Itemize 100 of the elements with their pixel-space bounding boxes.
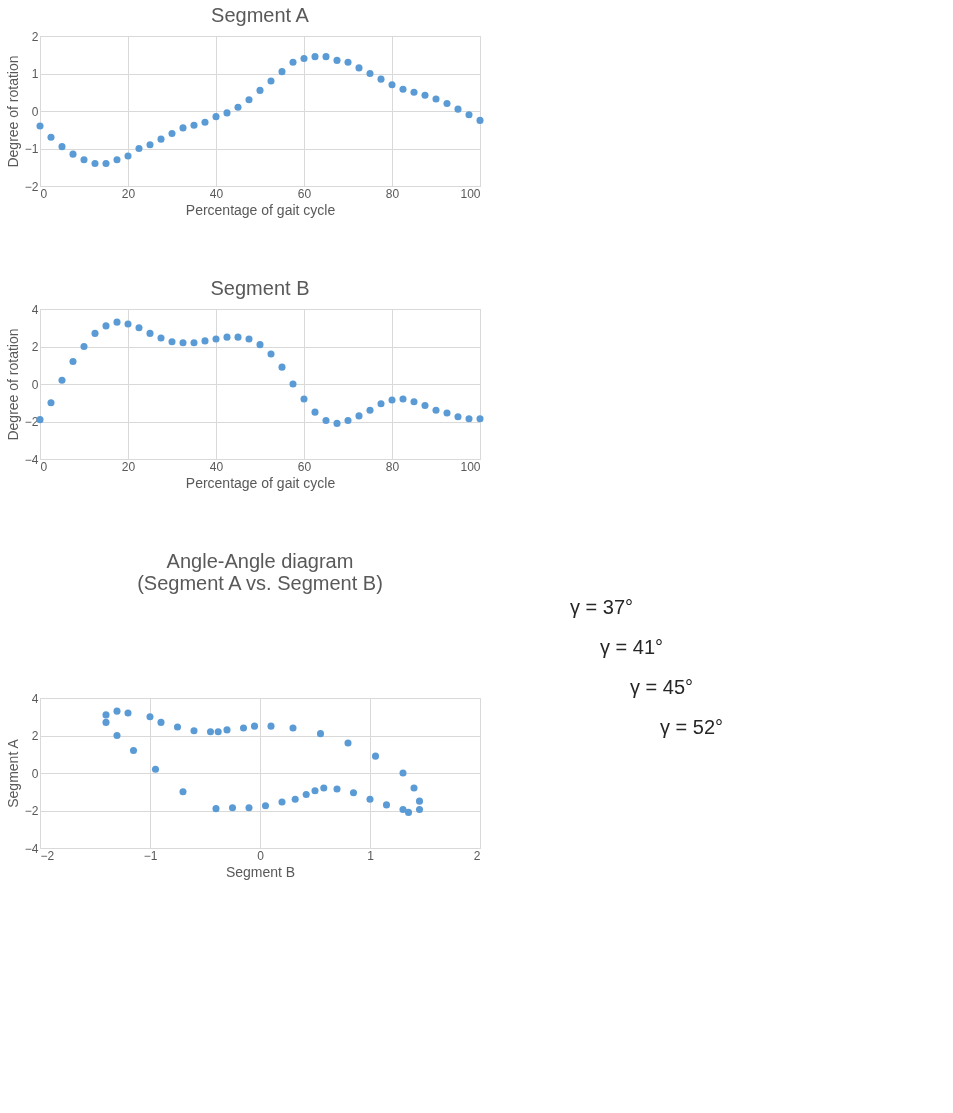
point: [113, 707, 121, 715]
point: [316, 730, 325, 738]
point: [410, 784, 418, 792]
point: [190, 339, 198, 347]
point: [322, 417, 330, 425]
point: [261, 802, 270, 810]
point: [311, 787, 319, 795]
x-tick-label: 60: [297, 459, 312, 474]
point: [388, 396, 396, 404]
point: [320, 784, 328, 792]
point: [311, 53, 319, 61]
y-tick-label: 2: [31, 729, 39, 743]
point: [404, 808, 413, 816]
point: [245, 96, 253, 104]
point: [344, 58, 352, 66]
point: [291, 795, 299, 803]
x-axis-title: Percentage of gait cycle: [185, 474, 336, 491]
y-tick-label: 0: [31, 766, 39, 781]
point: [267, 722, 275, 730]
point: [377, 400, 385, 408]
point: [69, 357, 77, 366]
point: [129, 746, 138, 755]
point: [256, 341, 264, 349]
point: [421, 91, 429, 99]
point: [228, 804, 237, 812]
point: [173, 723, 182, 731]
point: [250, 722, 259, 730]
point: [415, 806, 424, 814]
point: [124, 709, 132, 717]
point: [476, 116, 484, 124]
point: [289, 724, 297, 732]
point: [102, 718, 110, 726]
point: [223, 109, 231, 117]
point: [179, 788, 187, 796]
point: [245, 335, 253, 343]
point: [206, 728, 215, 736]
point: [443, 99, 451, 108]
point: [399, 806, 407, 814]
point: [179, 124, 187, 132]
point: [388, 81, 396, 89]
chart-title: Segment A: [211, 4, 310, 26]
x-axis-title: Segment B: [225, 863, 296, 880]
y-axis-title: Segment A: [4, 738, 21, 808]
text: γ = 37°: [570, 596, 634, 618]
point: [289, 58, 297, 66]
point: [432, 406, 440, 414]
point: [58, 143, 66, 151]
point: [146, 713, 154, 721]
point: [399, 85, 407, 93]
point: [311, 408, 319, 416]
point: [300, 395, 308, 403]
point: [135, 144, 143, 153]
point: [47, 133, 55, 141]
point: [36, 122, 44, 130]
point: [102, 322, 110, 330]
point: [454, 105, 462, 113]
point: [212, 805, 220, 813]
point: [69, 150, 77, 158]
x-tick-label: 2: [473, 848, 481, 863]
point: [212, 113, 220, 121]
y-tick-label: 0: [31, 377, 39, 392]
point: [382, 801, 391, 809]
x-tick-label: 80: [385, 186, 400, 201]
x-tick-label: 80: [385, 459, 400, 474]
point: [234, 103, 242, 111]
point: [124, 152, 132, 160]
point: [135, 324, 143, 332]
point: [80, 156, 88, 164]
point: [476, 415, 484, 423]
point: [355, 64, 363, 72]
point: [47, 399, 55, 407]
text: γ = 52°: [660, 716, 724, 738]
point: [201, 337, 209, 345]
x-tick-label: 20: [121, 459, 136, 474]
point: [415, 797, 424, 805]
x-tick-label: 1: [367, 848, 375, 863]
point: [399, 395, 407, 403]
y-axis-title: Degree of rotation: [4, 55, 21, 168]
point: [190, 727, 198, 735]
point: [146, 329, 154, 337]
x-tick-label: 40: [209, 459, 224, 474]
y-tick-label: 2: [31, 340, 39, 354]
point: [245, 804, 253, 812]
y-tick-label: 2: [31, 29, 39, 44]
point: [113, 156, 121, 164]
point: [80, 342, 88, 351]
point: [454, 413, 462, 421]
point: [168, 338, 176, 346]
point: [113, 318, 121, 326]
point: [344, 417, 352, 425]
point: [300, 54, 308, 63]
point: [91, 159, 99, 168]
y-tick-label: 4: [31, 302, 39, 317]
text: γ = 41°: [600, 636, 664, 658]
point: [223, 726, 231, 734]
point: [302, 791, 310, 799]
point: [399, 769, 407, 777]
y-tick-label: −4: [24, 841, 39, 856]
chart-title: Angle-Angle diagram (Segment A vs. Segment B): [137, 550, 383, 594]
x-tick-label: 100: [460, 186, 481, 201]
